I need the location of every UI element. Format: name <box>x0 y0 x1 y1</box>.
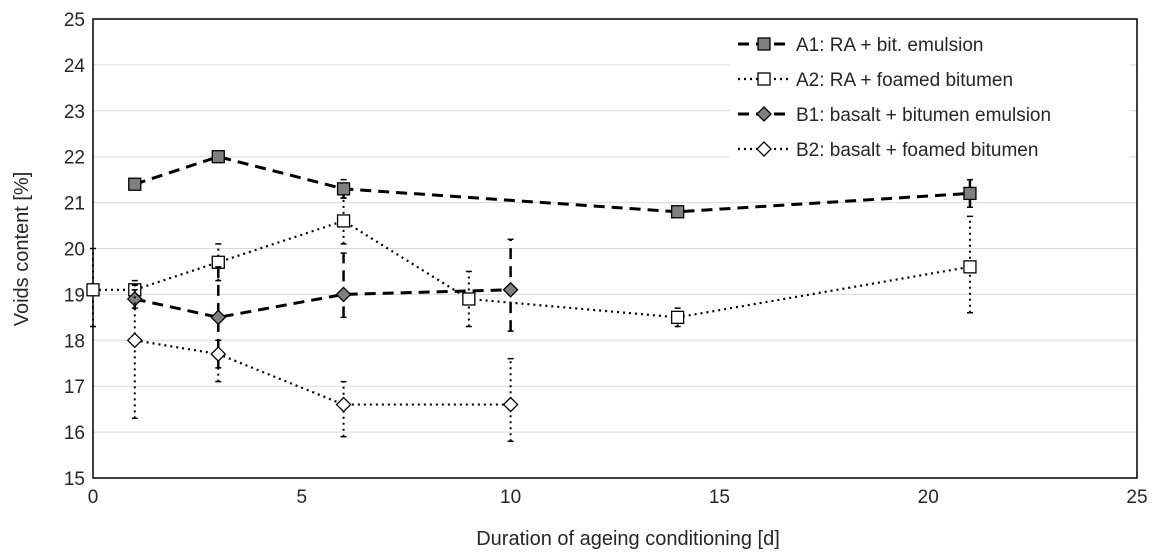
y-tick-label: 19 <box>64 285 85 306</box>
legend-label: A1: RA + bit. emulsion <box>796 35 983 56</box>
series-line <box>134 339 511 406</box>
data-point <box>756 106 772 122</box>
y-tick-label: 15 <box>64 469 85 490</box>
legend-label: B1: basalt + bitumen emulsion <box>796 105 1051 126</box>
data-point <box>210 346 227 362</box>
data-point <box>128 177 142 191</box>
data-point <box>757 37 771 51</box>
y-tick-label: 24 <box>64 56 86 77</box>
data-point <box>757 72 771 86</box>
y-tick-label: 22 <box>64 148 85 169</box>
data-point <box>126 332 143 349</box>
data-point <box>670 205 685 219</box>
series-1 <box>128 150 977 219</box>
data-point <box>963 260 977 274</box>
x-axis-title: Duration of ageing conditioning [d] <box>476 528 780 550</box>
data-point <box>335 286 352 303</box>
x-tick-label: 25 <box>1126 487 1147 508</box>
series-line <box>93 219 971 319</box>
data-point <box>963 186 977 201</box>
y-tick-label: 21 <box>64 194 85 215</box>
y-tick-label: 25 <box>64 10 85 31</box>
data-point <box>502 281 519 298</box>
data-point <box>756 141 772 157</box>
data-point <box>211 150 225 164</box>
series-3 <box>126 238 519 369</box>
series-4 <box>126 284 519 443</box>
x-tick-label: 5 <box>297 487 308 508</box>
x-tick-label: 10 <box>500 487 521 508</box>
data-point <box>335 396 352 413</box>
data-point <box>670 310 685 325</box>
legend-background <box>730 24 1130 166</box>
legend-label: A2: RA + foamed bitumen <box>796 70 1013 91</box>
y-tick-label: 23 <box>64 102 85 123</box>
x-tick-label: 15 <box>709 487 730 508</box>
y-tick-label: 16 <box>64 423 85 444</box>
y-axis-title: Voids content [%] <box>11 172 33 327</box>
data-point <box>462 292 476 306</box>
data-point <box>336 182 351 196</box>
data-point <box>126 291 143 307</box>
y-tick-label: 18 <box>64 331 85 352</box>
legend-item: B2: basalt + foamed bitumen <box>738 140 1038 161</box>
y-tick-label: 17 <box>64 377 85 398</box>
data-point <box>210 309 227 326</box>
legend-label: B2: basalt + foamed bitumen <box>796 140 1038 161</box>
x-tick-label: 0 <box>88 487 99 508</box>
series-line <box>134 288 511 319</box>
series-2 <box>86 197 977 328</box>
data-point <box>336 214 351 228</box>
y-tick-label: 20 <box>64 240 85 261</box>
legend-item: B1: basalt + bitumen emulsion <box>738 105 1051 126</box>
data-point <box>502 396 519 413</box>
legend-item: A2: RA + foamed bitumen <box>738 70 1013 91</box>
data-point <box>86 283 100 297</box>
x-tick-label: 20 <box>918 487 939 508</box>
legend-item: A1: RA + bit. emulsion <box>738 35 983 56</box>
